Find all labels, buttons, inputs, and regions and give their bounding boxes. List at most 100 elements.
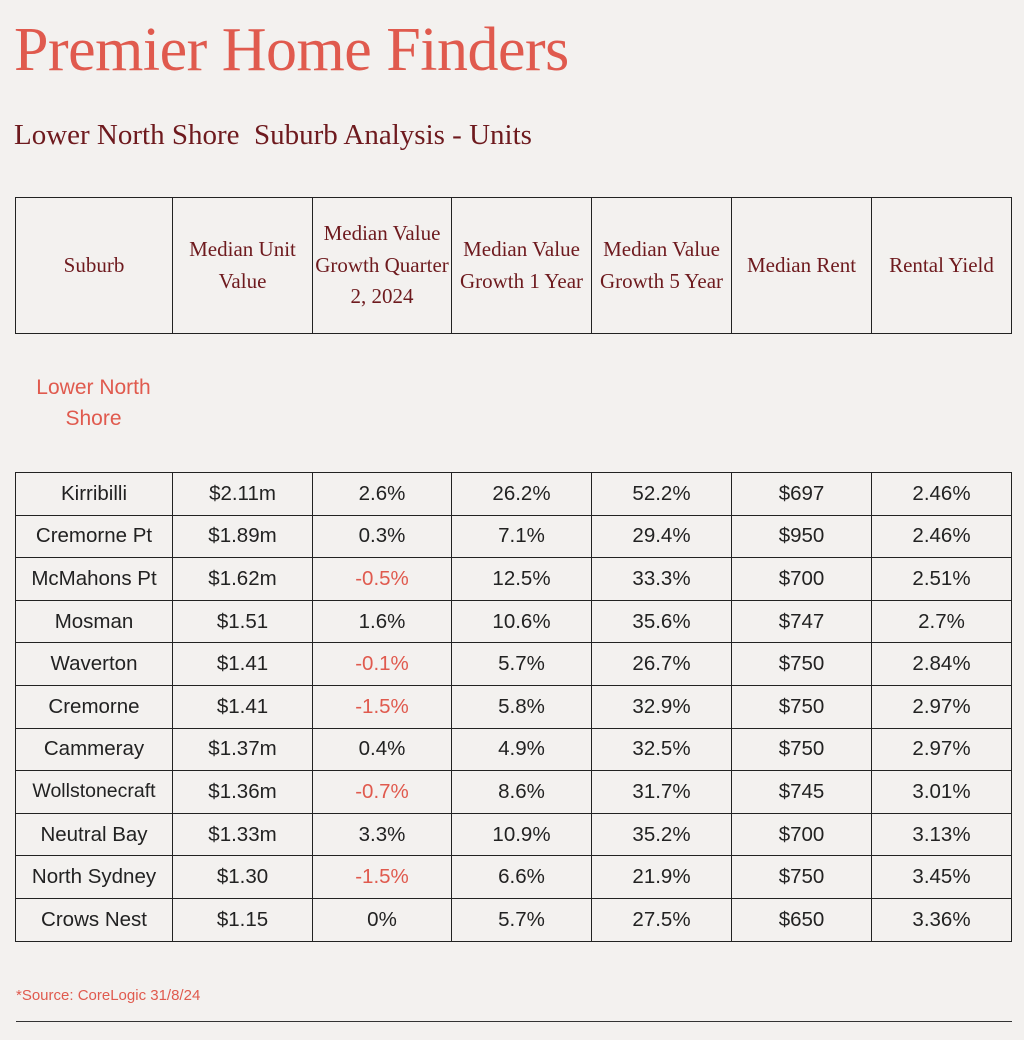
table-row: Neutral Bay $1.33m 3.3% 10.9% 35.2% $700 3.13% <box>15 812 1012 857</box>
median-rent-cell: $650 <box>731 897 872 942</box>
table-row: Mosman $1.51 1.6% 10.6% 35.6% $747 2.7% <box>15 599 1012 644</box>
bottom-divider <box>16 1021 1012 1022</box>
median-value-cell: $1.37m <box>172 727 313 772</box>
page-subtitle: Lower North Shore Suburb Analysis - Unit… <box>14 119 532 151</box>
table-row: Cremorne Pt $1.89m 0.3% 7.1% 29.4% $950 2.46% <box>15 514 1012 559</box>
header-median-rent: Median Rent <box>731 197 872 334</box>
rental-yield-cell: 3.01% <box>871 770 1012 814</box>
median-rent-cell: $750 <box>731 855 872 899</box>
median-value-cell: $1.41 <box>172 642 313 686</box>
quarter-growth-cell: 3.3% <box>312 812 452 857</box>
median-rent-cell: $747 <box>731 599 872 644</box>
suburb-cell: Mosman <box>15 599 173 644</box>
median-value-cell: $1.33m <box>172 812 313 857</box>
rental-yield-cell: 2.84% <box>871 642 1012 686</box>
quarter-growth-cell: 0.4% <box>312 727 452 772</box>
suburb-cell: Cremorne Pt <box>15 514 173 559</box>
five-year-growth-cell: 21.9% <box>591 855 732 899</box>
rental-yield-cell: 2.46% <box>871 472 1012 516</box>
header-growth-quarter: Median Value Growth Quarter 2, 2024 <box>312 197 452 334</box>
quarter-growth-cell: -0.7% <box>312 770 452 814</box>
five-year-growth-cell: 33.3% <box>591 557 732 601</box>
quarter-growth-cell: -0.1% <box>312 642 452 686</box>
median-rent-cell: $750 <box>731 727 872 772</box>
table-row: Cammeray $1.37m 0.4% 4.9% 32.5% $750 2.97% <box>15 727 1012 772</box>
one-year-growth-cell: 6.6% <box>451 855 592 899</box>
table-row: North Sydney $1.30 -1.5% 6.6% 21.9% $750 3.45% <box>15 855 1012 899</box>
median-value-cell: $1.62m <box>172 557 313 601</box>
one-year-growth-cell: 5.8% <box>451 684 592 729</box>
median-value-cell: $1.15 <box>172 897 313 942</box>
median-rent-cell: $700 <box>731 557 872 601</box>
median-value-cell: $1.89m <box>172 514 313 559</box>
median-value-cell: $2.11m <box>172 472 313 516</box>
median-rent-cell: $950 <box>731 514 872 559</box>
one-year-growth-cell: 5.7% <box>451 897 592 942</box>
five-year-growth-cell: 32.9% <box>591 684 732 729</box>
quarter-growth-cell: 0.3% <box>312 514 452 559</box>
header-growth-1-year: Median Value Growth 1 Year <box>451 197 592 334</box>
suburb-cell: Crows Nest <box>15 897 173 942</box>
data-table: Kirribilli $2.11m 2.6% 26.2% 52.2% $697 2.46% C… <box>15 472 1012 942</box>
quarter-growth-cell: 0% <box>312 897 452 942</box>
suburb-cell: Wollstonecraft <box>15 770 173 814</box>
one-year-growth-cell: 7.1% <box>451 514 592 559</box>
rental-yield-cell: 2.97% <box>871 727 1012 772</box>
quarter-growth-cell: -1.5% <box>312 684 452 729</box>
five-year-growth-cell: 29.4% <box>591 514 732 559</box>
one-year-growth-cell: 10.9% <box>451 812 592 857</box>
rental-yield-cell: 3.13% <box>871 812 1012 857</box>
median-rent-cell: $700 <box>731 812 872 857</box>
suburb-cell: McMahons Pt <box>15 557 173 601</box>
suburb-cell: Waverton <box>15 642 173 686</box>
median-value-cell: $1.41 <box>172 684 313 729</box>
five-year-growth-cell: 35.6% <box>591 599 732 644</box>
five-year-growth-cell: 52.2% <box>591 472 732 516</box>
quarter-growth-cell: 2.6% <box>312 472 452 516</box>
header-median-unit-value: Median Unit Value <box>172 197 313 334</box>
rental-yield-cell: 2.51% <box>871 557 1012 601</box>
quarter-growth-cell: 1.6% <box>312 599 452 644</box>
median-value-cell: $1.36m <box>172 770 313 814</box>
one-year-growth-cell: 26.2% <box>451 472 592 516</box>
quarter-growth-cell: -0.5% <box>312 557 452 601</box>
median-rent-cell: $745 <box>731 770 872 814</box>
five-year-growth-cell: 27.5% <box>591 897 732 942</box>
brand-title: Premier Home Finders <box>14 16 569 84</box>
suburb-cell: Neutral Bay <box>15 812 173 857</box>
header-suburb: Suburb <box>15 197 173 334</box>
table-row: Waverton $1.41 -0.1% 5.7% 26.7% $750 2.84% <box>15 642 1012 686</box>
one-year-growth-cell: 5.7% <box>451 642 592 686</box>
rental-yield-cell: 2.46% <box>871 514 1012 559</box>
five-year-growth-cell: 26.7% <box>591 642 732 686</box>
five-year-growth-cell: 31.7% <box>591 770 732 814</box>
group-label: Lower North Shore <box>36 376 151 430</box>
header-table: Suburb Median Unit Value Median Value Gr… <box>15 197 1012 334</box>
median-rent-cell: $697 <box>731 472 872 516</box>
suburb-cell: Cammeray <box>15 727 173 772</box>
table-row: Kirribilli $2.11m 2.6% 26.2% 52.2% $697 2.46% <box>15 472 1012 516</box>
header-rental-yield: Rental Yield <box>871 197 1012 334</box>
one-year-growth-cell: 12.5% <box>451 557 592 601</box>
median-rent-cell: $750 <box>731 684 872 729</box>
one-year-growth-cell: 10.6% <box>451 599 592 644</box>
suburb-cell: Cremorne <box>15 684 173 729</box>
five-year-growth-cell: 32.5% <box>591 727 732 772</box>
quarter-growth-cell: -1.5% <box>312 855 452 899</box>
median-rent-cell: $750 <box>731 642 872 686</box>
rental-yield-cell: 3.36% <box>871 897 1012 942</box>
header-growth-5-year: Median Value Growth 5 Year <box>591 197 732 334</box>
one-year-growth-cell: 8.6% <box>451 770 592 814</box>
median-value-cell: $1.51 <box>172 599 313 644</box>
table-row: Wollstonecraft $1.36m -0.7% 8.6% 31.7% $745 3.… <box>15 770 1012 814</box>
one-year-growth-cell: 4.9% <box>451 727 592 772</box>
table-row: Crows Nest $1.15 0% 5.7% 27.5% $650 3.36% <box>15 897 1012 942</box>
rental-yield-cell: 3.45% <box>871 855 1012 899</box>
suburb-cell: North Sydney <box>15 855 173 899</box>
suburb-cell: Kirribilli <box>15 472 173 516</box>
source-footnote: *Source: CoreLogic 31/8/24 <box>16 987 201 1004</box>
median-value-cell: $1.30 <box>172 855 313 899</box>
header-row: Suburb Median Unit Value Median Value Gr… <box>15 197 1012 334</box>
table-row: Cremorne $1.41 -1.5% 5.8% 32.9% $750 2.97% <box>15 684 1012 729</box>
five-year-growth-cell: 35.2% <box>591 812 732 857</box>
